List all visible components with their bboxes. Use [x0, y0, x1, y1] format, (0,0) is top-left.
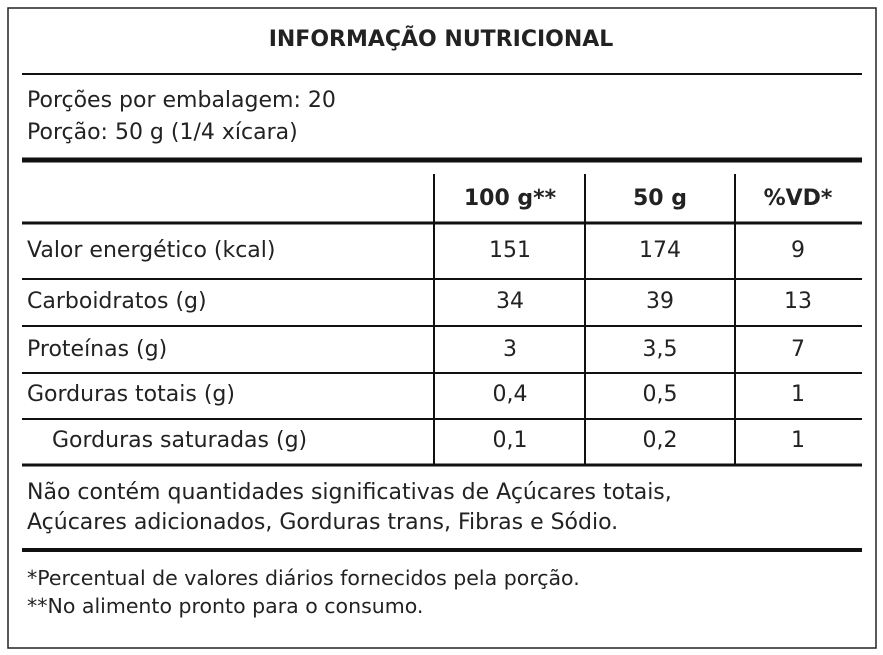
footnote: **No alimento pronto para o consumo. — [27, 594, 423, 618]
label-border — [7, 7, 877, 649]
footnote: *Percentual de valores diários fornecido… — [27, 566, 580, 590]
cell-value: 0,4 — [493, 382, 528, 407]
column-header: 50 g — [633, 186, 687, 211]
portions-line: Porção: 50 g (1/4 xícara) — [27, 120, 298, 145]
table-body: Valor energético (kcal) 151 174 9 Carboidrat… — [22, 238, 862, 453]
cell-value: 1 — [791, 428, 805, 453]
cell-value: 0,5 — [643, 382, 678, 407]
cell-value: 39 — [646, 289, 674, 314]
note-line: Não contém quantidades significativas de… — [27, 480, 672, 505]
cell-value: 9 — [791, 238, 805, 263]
row-label: Gorduras totais (g) — [27, 382, 235, 407]
row-label: Proteínas (g) — [27, 337, 167, 362]
cell-value: 1 — [791, 382, 805, 407]
row-label: Carboidratos (g) — [27, 289, 207, 314]
title: INFORMAÇÃO NUTRICIONAL — [269, 26, 614, 52]
cell-value: 34 — [496, 289, 524, 314]
cell-value: 13 — [784, 289, 812, 314]
column-header: %VD* — [764, 186, 833, 211]
cell-value: 0,1 — [493, 428, 528, 453]
note-line: Açúcares adicionados, Gorduras trans, Fi… — [27, 510, 618, 535]
row-label: Gorduras saturadas (g) — [52, 428, 307, 453]
cell-value: 174 — [639, 238, 681, 263]
cell-value: 7 — [791, 337, 805, 362]
portions-line: Porções por embalagem: 20 — [27, 88, 336, 113]
cell-value: 0,2 — [643, 428, 678, 453]
cell-value: 3,5 — [643, 337, 678, 362]
cell-value: 151 — [489, 238, 531, 263]
column-header: 100 g** — [464, 186, 557, 211]
row-label: Valor energético (kcal) — [27, 238, 276, 263]
cell-value: 3 — [503, 337, 517, 362]
